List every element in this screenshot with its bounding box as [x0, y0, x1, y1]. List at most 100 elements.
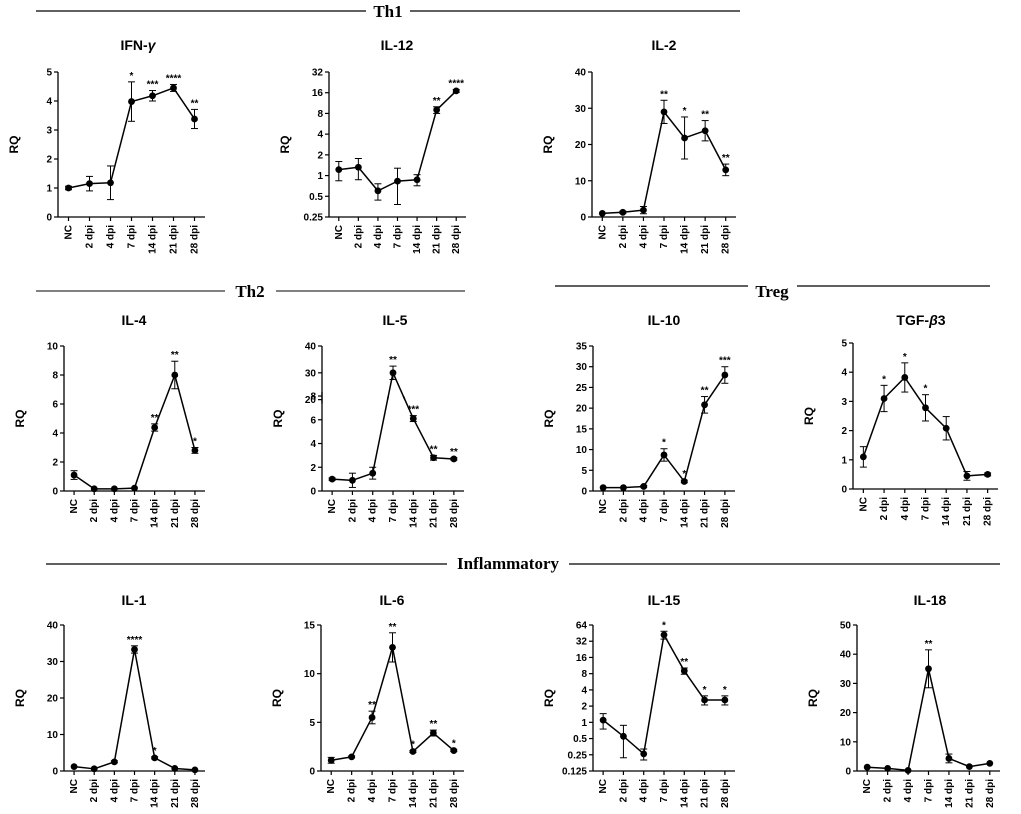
data-point	[389, 369, 397, 377]
data-point	[859, 453, 867, 461]
data-point	[90, 765, 98, 773]
x-tick-label: 2 dpi	[85, 225, 96, 249]
series-line-segment	[172, 87, 196, 120]
panel-title: TGF-β3	[896, 312, 945, 328]
data-point	[619, 208, 627, 216]
series-line-segment	[416, 109, 438, 180]
significance-label: **	[722, 153, 730, 164]
section-header-th2: Th2	[36, 282, 465, 301]
y-tick-label: 32	[576, 637, 588, 648]
data-point	[901, 374, 909, 381]
section-header-th1: Th1	[36, 2, 740, 21]
x-tick-label: 4 dpi	[109, 499, 120, 523]
significance-label: *	[411, 740, 415, 751]
data-point	[721, 371, 729, 379]
x-tick-label: 7 dpi	[659, 225, 670, 249]
significance-label: **	[429, 719, 437, 730]
chart-panel-il-1: IL-1 RQ 0 10 20 30 40 NC 2 dpi 4 dpi 7 dpi 14 dpi 21…	[13, 592, 205, 808]
panel-title-main: IFN-	[120, 37, 148, 53]
panel-title: IL-6	[380, 592, 405, 608]
x-tick-label: 2 dpi	[618, 225, 629, 249]
series-line-segment	[862, 398, 885, 458]
x-tick-label: 7 dpi	[659, 499, 670, 523]
data-point	[70, 471, 78, 479]
data-point	[452, 87, 460, 95]
data-point	[925, 665, 932, 673]
x-tick-label: 14 dpi	[679, 499, 690, 528]
panel-title: IL-4	[122, 312, 147, 328]
data-point	[721, 696, 729, 704]
series-line-segment	[357, 166, 379, 192]
y-axis-label: RQ	[542, 689, 556, 707]
significance-label: **	[191, 98, 199, 109]
panel-title: IL-10	[648, 312, 681, 328]
data-point	[171, 765, 179, 772]
data-point	[945, 755, 953, 762]
y-tick-label: 4	[317, 130, 323, 141]
significance-label: *	[924, 384, 928, 395]
series-line-segment	[703, 374, 726, 406]
significance-label: *	[452, 739, 456, 750]
y-tick-label: 0	[841, 485, 847, 496]
x-tick-label: 14 dpi	[941, 497, 952, 526]
y-tick-label: 0.25	[304, 213, 324, 224]
series-line-segment	[113, 649, 136, 763]
x-tick-label: NC	[334, 225, 345, 239]
series-line-segment	[642, 111, 665, 211]
y-axis-label: RQ	[13, 410, 27, 428]
y-tick-label: 1	[581, 718, 587, 729]
x-tick-label: 4 dpi	[368, 499, 379, 523]
y-tick-label: 10	[840, 737, 852, 748]
x-tick-label: 2 dpi	[618, 499, 629, 523]
chart-panel-il-18: IL-18 RQ 0 10 20 30 40 50 NC 2 dpi 4 dpi 7 dpi 14 dp…	[806, 592, 1000, 808]
y-tick-label: 4	[310, 439, 316, 450]
x-tick-label: 28 dpi	[190, 779, 201, 808]
data-point	[942, 424, 950, 432]
data-point	[409, 415, 417, 422]
data-point	[640, 483, 648, 490]
y-tick-label: 20	[576, 404, 588, 415]
y-tick-label: 10	[47, 342, 59, 353]
data-point	[429, 729, 437, 737]
y-tick-label: 40	[47, 621, 59, 632]
x-tick-label: 14 dpi	[680, 225, 691, 254]
data-point	[598, 209, 606, 217]
panel-title: IL-15	[648, 592, 681, 608]
y-tick-label: 30	[840, 679, 852, 690]
x-tick-label: 14 dpi	[412, 225, 423, 254]
chart-panel-il-12: IL-12 RQ 0.25 0.5 1 2 4 8 16 32 NC 2 dpi 4 dpi 7 dpi 1…	[278, 37, 466, 254]
x-tick-label: 28 dpi	[451, 225, 462, 254]
y-tick-label: 2	[841, 426, 847, 437]
series-line-segment	[683, 670, 706, 701]
y-tick-label: 20	[575, 140, 587, 151]
section-title-inflammatory: Inflammatory	[457, 554, 559, 573]
section-header-treg: Treg	[555, 282, 990, 301]
y-tick-label: 25	[576, 383, 588, 394]
x-tick-label: 4 dpi	[639, 499, 650, 523]
x-tick-label: 4 dpi	[373, 225, 384, 249]
significance-label: **	[171, 350, 179, 361]
x-tick-label: 2 dpi	[883, 779, 894, 803]
data-point	[354, 163, 362, 171]
data-point	[450, 747, 458, 754]
series-line-segment	[622, 209, 644, 214]
significance-label: ***	[407, 405, 419, 416]
series-line-segment	[377, 180, 398, 192]
x-tick-label: 28 dpi	[449, 499, 460, 528]
significance-label: **	[368, 700, 376, 711]
x-tick-label: NC	[598, 499, 609, 513]
y-axis-label: RQ	[271, 410, 285, 428]
x-tick-label: NC	[64, 225, 75, 239]
significance-label: **	[433, 96, 441, 107]
data-point	[984, 471, 992, 478]
x-tick-label: 4 dpi	[367, 779, 378, 803]
y-tick-label: 30	[576, 362, 588, 373]
x-tick-label: 2 dpi	[879, 497, 890, 521]
y-tick-label: 4	[581, 685, 587, 696]
x-tick-label: 7 dpi	[924, 779, 935, 803]
significance-label: ****	[127, 635, 143, 646]
y-tick-label: 10	[575, 176, 587, 187]
series-line-segment	[352, 472, 373, 482]
y-tick-label: 3	[46, 126, 52, 137]
